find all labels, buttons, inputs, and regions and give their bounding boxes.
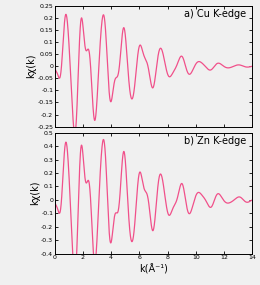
Text: a) Cu K-edge: a) Cu K-edge <box>184 9 246 19</box>
Text: b) Zn K-edge: b) Zn K-edge <box>184 136 246 146</box>
X-axis label: k(Å⁻¹): k(Å⁻¹) <box>139 263 168 273</box>
Y-axis label: kχ(k): kχ(k) <box>26 54 36 78</box>
Y-axis label: kχ(k): kχ(k) <box>30 181 40 205</box>
